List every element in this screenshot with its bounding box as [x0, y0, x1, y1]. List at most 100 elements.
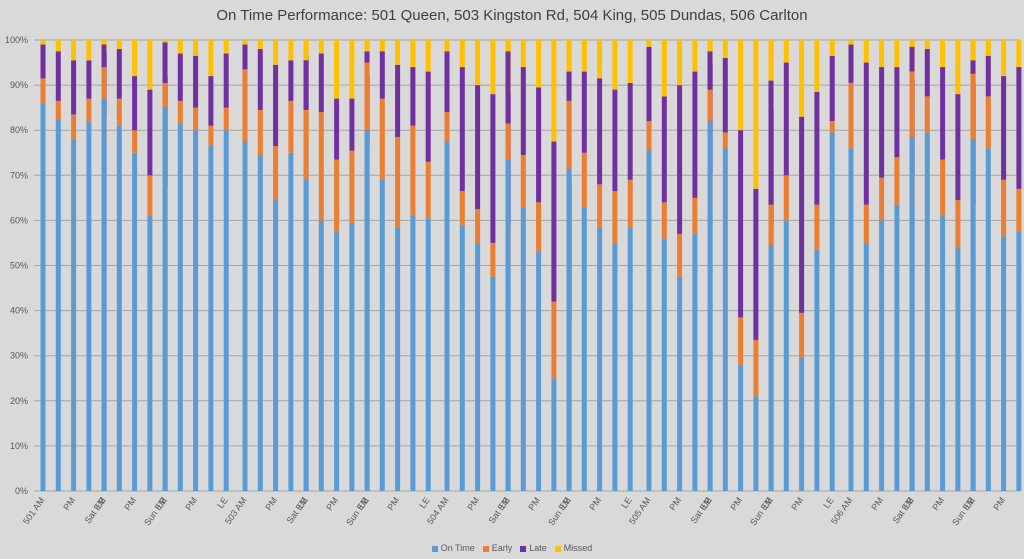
bar-segment-missed [379, 40, 385, 52]
bar-segment-late [597, 78, 603, 185]
bar-segment-on-time [814, 249, 820, 491]
bar-segment-on-time [208, 145, 214, 492]
bar-segment-late [1001, 76, 1007, 180]
bar-stack [799, 40, 805, 491]
bar-segment-early [116, 98, 122, 126]
bar-segment-late [505, 51, 511, 124]
bar-stack [612, 40, 618, 491]
bar-segment-late [722, 58, 728, 133]
bar-stack [970, 40, 976, 491]
bar-segment-on-time [879, 220, 885, 491]
bar-segment-late [627, 82, 633, 180]
bar-segment-late [490, 94, 496, 243]
bar-segment-missed [722, 40, 728, 59]
bar-segment-late [955, 94, 961, 201]
bar-segment-early [242, 69, 248, 142]
x-tick-label: LE [821, 495, 836, 510]
bar-segment-late [147, 89, 153, 176]
y-tick-label: 0% [15, 486, 28, 496]
bar-stack [814, 40, 820, 491]
bar-segment-early [273, 145, 279, 201]
bar-segment-on-time [909, 136, 915, 491]
bar-segment-late [116, 49, 122, 99]
bar-segment-late [242, 44, 248, 70]
bar-segment-on-time [894, 204, 900, 492]
bar-stack [863, 40, 869, 491]
bar-stack [536, 40, 542, 491]
legend-swatch [431, 545, 438, 552]
bar-stack [379, 40, 385, 491]
bar-segment-on-time [334, 231, 340, 492]
bar-segment-early [863, 204, 869, 243]
bar-segment-late [444, 51, 450, 113]
x-tick-label: Sun EM [344, 495, 371, 527]
bar-segment-late [520, 67, 526, 156]
bar-segment-on-time [40, 103, 46, 491]
bar-stack [597, 40, 603, 492]
bar-segment-on-time [490, 276, 496, 491]
bar-segment-early [162, 82, 168, 108]
bar-segment-late [71, 60, 77, 115]
bar-segment-missed [753, 40, 759, 189]
x-tick-label: PM [526, 495, 542, 512]
y-tick-label: 70% [10, 170, 28, 180]
bar-stack [334, 40, 340, 492]
bar-segment-early [101, 67, 107, 99]
bar-segment-missed [425, 40, 431, 72]
bar-segment-early [692, 197, 698, 234]
bar-segment-on-time [536, 251, 542, 491]
x-tick-label: PM [930, 495, 946, 512]
bar-segment-early [536, 202, 542, 252]
bar-segment-on-time [364, 130, 370, 491]
bar-segment-on-time [1001, 236, 1007, 491]
bar-segment-early [364, 62, 370, 131]
bar-segment-late [863, 62, 869, 205]
bar-segment-missed [459, 40, 465, 68]
bar-segment-on-time [459, 224, 465, 491]
x-tick-label: PM [122, 495, 138, 512]
bar-segment-on-time [55, 118, 61, 492]
bar-segment-missed [116, 40, 122, 50]
bar-segment-early [318, 112, 324, 221]
bar-segment-late [334, 98, 340, 160]
bar-segment-early [753, 339, 759, 397]
bar-segment-late [318, 53, 324, 113]
y-tick-label: 60% [10, 215, 28, 225]
bar-stack [193, 40, 199, 491]
bar-segment-missed [909, 40, 915, 47]
x-tick-label: Sat EM [487, 495, 512, 525]
x-tick-label: PM [465, 495, 481, 512]
bar-segment-late [940, 67, 946, 160]
bar-segment-missed [646, 40, 652, 47]
bar-segment-on-time [242, 141, 248, 491]
x-tick-label: Sat EM [891, 495, 916, 525]
bar-stack [444, 40, 450, 491]
x-tick-label: Sun EM [748, 495, 775, 527]
bar-segment-missed [101, 40, 107, 45]
bar-stack [879, 40, 885, 491]
bar-segment-on-time [410, 215, 416, 491]
bar-segment-late [208, 76, 214, 126]
bar-stack [410, 40, 416, 491]
bar-segment-early [551, 301, 557, 379]
x-tick-label: LE [215, 495, 230, 510]
bar-segment-late [40, 44, 46, 79]
bar-segment-missed [475, 40, 481, 86]
bar-segment-missed [288, 40, 294, 61]
bar-stack [425, 40, 431, 491]
bar-segment-missed [551, 40, 557, 142]
bar-segment-late [223, 53, 229, 108]
bar-segment-early [612, 191, 618, 243]
bar-stack [395, 40, 401, 492]
legend-swatch [520, 545, 527, 552]
bar-segment-early [924, 96, 930, 133]
bar-segment-missed [257, 40, 263, 50]
y-tick-label: 90% [10, 80, 28, 90]
bar-segment-on-time [395, 227, 401, 492]
bar-segment-missed [273, 40, 279, 65]
bar-segment-missed [566, 40, 572, 72]
bar-stack [551, 40, 557, 491]
bar-segment-on-time [955, 247, 961, 491]
